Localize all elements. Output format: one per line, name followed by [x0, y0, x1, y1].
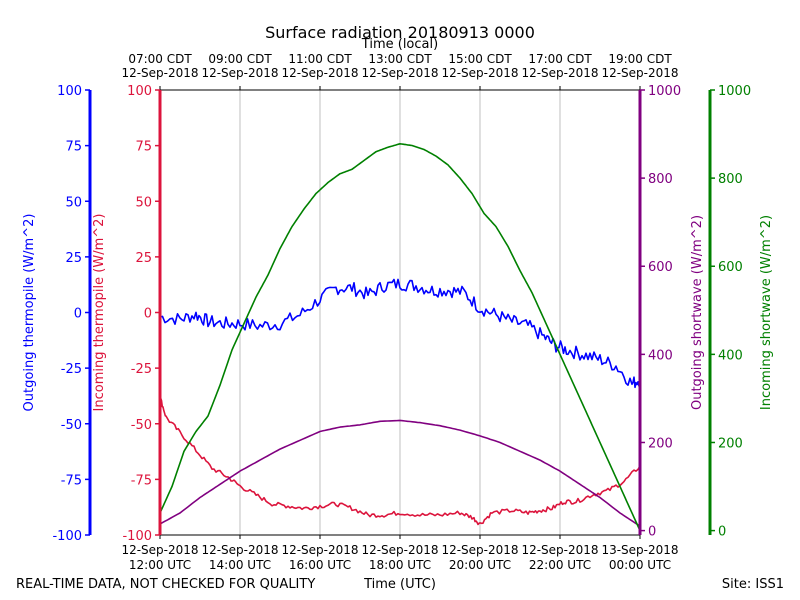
outgoing_thermopile-tick-label: 50: [65, 195, 82, 210]
outgoing_shortwave-tick-label: 600: [648, 260, 673, 275]
series-line-outgoing-shortwave: [159, 419, 641, 527]
top-tick-date: 12-Sep-2018: [121, 66, 198, 80]
outgoing_shortwave-tick-label: 800: [648, 172, 673, 187]
bottom-axis-label: Time (UTC): [363, 577, 436, 592]
outgoing_shortwave-tick-label: 400: [648, 348, 673, 363]
outgoing_shortwave-tick-label: 0: [648, 525, 656, 540]
x-tick-date: 12-Sep-2018: [361, 543, 438, 557]
top-axis-label: Time (local): [361, 37, 438, 52]
x-tick-date: 12-Sep-2018: [441, 543, 518, 557]
x-tick-time: 00:00 UTC: [609, 558, 671, 572]
outgoing_thermopile-tick-label: 25: [65, 251, 82, 266]
x-tick-time: 20:00 UTC: [449, 558, 511, 572]
outgoing_thermopile-tick-label: -75: [61, 473, 82, 488]
incoming_shortwave-tick-label: 200: [718, 436, 743, 451]
incoming_thermopile-tick-label: 100: [127, 84, 152, 99]
top-tick-time: 17:00 CDT: [528, 52, 592, 66]
outgoing_thermopile-tick-label: 100: [57, 84, 82, 99]
top-tick-date: 12-Sep-2018: [441, 66, 518, 80]
incoming_shortwave-tick-label: 800: [718, 172, 743, 187]
top-tick-date: 12-Sep-2018: [201, 66, 278, 80]
incoming_thermopile-axis-label: Incoming thermopile (W/m^2): [92, 214, 107, 412]
chart-title: Surface radiation 20180913 0000: [265, 23, 535, 42]
outgoing_thermopile-axis-label: Outgoing thermopile (W/m^2): [22, 214, 37, 412]
top-tick-date: 12-Sep-2018: [521, 66, 598, 80]
outgoing_shortwave-tick-label: 200: [648, 436, 673, 451]
outgoing_thermopile-tick-label: -50: [61, 418, 82, 433]
x-tick-date: 12-Sep-2018: [201, 543, 278, 557]
incoming_thermopile-tick-label: -50: [131, 418, 152, 433]
incoming_shortwave-axis-label: Incoming shortwave (W/m^2): [759, 215, 774, 410]
y-axes: -100 -75 -50 -25 0 25 50 75 100 Outgoing thermopi…: [22, 84, 774, 544]
incoming_shortwave-tick-label: 400: [718, 348, 743, 363]
x-tick-date: 12-Sep-2018: [281, 543, 358, 557]
x-tick-time: 12:00 UTC: [129, 558, 191, 572]
x-tick-time: 22:00 UTC: [529, 558, 591, 572]
outgoing_shortwave-axis-label: Outgoing shortwave (W/m^2): [690, 215, 705, 410]
series-line-outgoing-thermopile: [159, 278, 641, 389]
incoming_shortwave-tick-label: 1000: [718, 84, 751, 99]
site-label: Site: ISS1: [722, 577, 784, 592]
top-tick-date: 12-Sep-2018: [361, 66, 438, 80]
x-tick-date: 13-Sep-2018: [601, 543, 678, 557]
top-tick-time: 19:00 CDT: [608, 52, 672, 66]
gridlines: [239, 90, 561, 535]
x-tick-time: 14:00 UTC: [209, 558, 271, 572]
top-tick-time: 15:00 CDT: [448, 52, 512, 66]
x-tick-date: 12-Sep-2018: [521, 543, 598, 557]
top-tick-time: 09:00 CDT: [208, 52, 272, 66]
series-line-incoming-shortwave: [159, 143, 641, 531]
outgoing_thermopile-tick-label: 75: [65, 140, 82, 155]
incoming_shortwave-tick-label: 600: [718, 260, 743, 275]
x-tick-date: 12-Sep-2018: [121, 543, 198, 557]
incoming_thermopile-tick-label: 50: [135, 195, 152, 210]
top-tick-time: 13:00 CDT: [368, 52, 432, 66]
outgoing_thermopile-tick-label: -100: [52, 529, 82, 544]
top-tick-date: 12-Sep-2018: [601, 66, 678, 80]
incoming_thermopile-tick-label: 75: [135, 140, 152, 155]
x-tick-time: 16:00 UTC: [289, 558, 351, 572]
series-layer: [159, 143, 641, 531]
incoming_thermopile-tick-label: -100: [122, 529, 152, 544]
outgoing_thermopile-tick-label: -25: [61, 362, 82, 377]
incoming_shortwave-tick-label: 0: [718, 525, 726, 540]
incoming_thermopile-tick-label: -75: [131, 473, 152, 488]
incoming_thermopile-tick-label: 0: [144, 307, 152, 322]
quality-notice: REAL-TIME DATA, NOT CHECKED FOR QUALITY: [16, 577, 315, 592]
outgoing_shortwave-tick-label: 1000: [648, 84, 681, 99]
series-line-incoming-thermopile: [159, 397, 641, 526]
incoming_thermopile-tick-label: 25: [135, 251, 152, 266]
incoming_thermopile-tick-label: -25: [131, 362, 152, 377]
x-tick-time: 18:00 UTC: [369, 558, 431, 572]
top-tick-time: 07:00 CDT: [128, 52, 192, 66]
top-tick-date: 12-Sep-2018: [281, 66, 358, 80]
outgoing_thermopile-tick-label: 0: [74, 307, 82, 322]
top-tick-time: 11:00 CDT: [288, 52, 352, 66]
